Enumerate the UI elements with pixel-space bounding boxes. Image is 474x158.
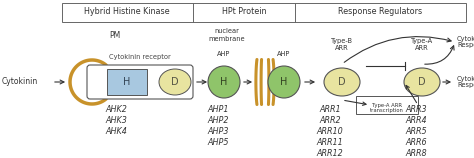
Text: ARR12: ARR12 [317,149,343,158]
Text: ARR2: ARR2 [319,116,341,125]
Text: D: D [338,77,346,87]
Text: Response Regulators: Response Regulators [338,7,422,16]
Text: D: D [418,77,426,87]
Ellipse shape [208,66,240,98]
Text: ARR8: ARR8 [405,149,427,158]
Text: D: D [171,77,179,87]
Text: Cytokinin receptor: Cytokinin receptor [109,54,171,60]
Text: ARR5: ARR5 [405,127,427,136]
Ellipse shape [268,66,300,98]
Text: AHK3: AHK3 [105,116,127,125]
Text: AHP: AHP [217,51,231,57]
Text: nuclear
membrane: nuclear membrane [209,28,246,42]
Text: H: H [280,77,288,87]
Text: ARR1: ARR1 [319,105,341,114]
Text: ARR3: ARR3 [405,105,427,114]
Text: ARR11: ARR11 [317,138,343,147]
Text: AHK4: AHK4 [105,127,127,136]
Bar [356,96,418,114]
Ellipse shape [324,68,360,96]
Text: PM: PM [109,31,120,40]
Ellipse shape [159,69,191,95]
Text: H: H [220,77,228,87]
Text: Cytokinin: Cytokinin [2,78,38,86]
Text: Cytokinin
Responses: Cytokinin Responses [457,36,474,49]
FancyBboxPatch shape [87,65,193,99]
Text: AHP1: AHP1 [207,105,229,114]
Text: HPt Protein: HPt Protein [222,7,266,16]
Text: AHP2: AHP2 [207,116,229,125]
Text: Cytokinin
Responses: Cytokinin Responses [457,76,474,88]
Text: Hybrid Histine Kinase: Hybrid Histine Kinase [84,7,170,16]
Text: Type-A ARR
transcription: Type-A ARR transcription [370,103,404,113]
Text: AHP: AHP [277,51,291,57]
Text: ARR4: ARR4 [405,116,427,125]
Bar [62,3,466,22]
Text: Type-B
ARR: Type-B ARR [331,37,353,51]
Text: AHK2: AHK2 [105,105,127,114]
Text: ARR6: ARR6 [405,138,427,147]
Text: AHP5: AHP5 [207,138,229,147]
Text: H: H [123,77,131,87]
Text: Type-A
ARR: Type-A ARR [411,37,433,51]
Bar [107,69,147,95]
Ellipse shape [404,68,440,96]
Text: ARR10: ARR10 [317,127,343,136]
Text: AHP3: AHP3 [207,127,229,136]
